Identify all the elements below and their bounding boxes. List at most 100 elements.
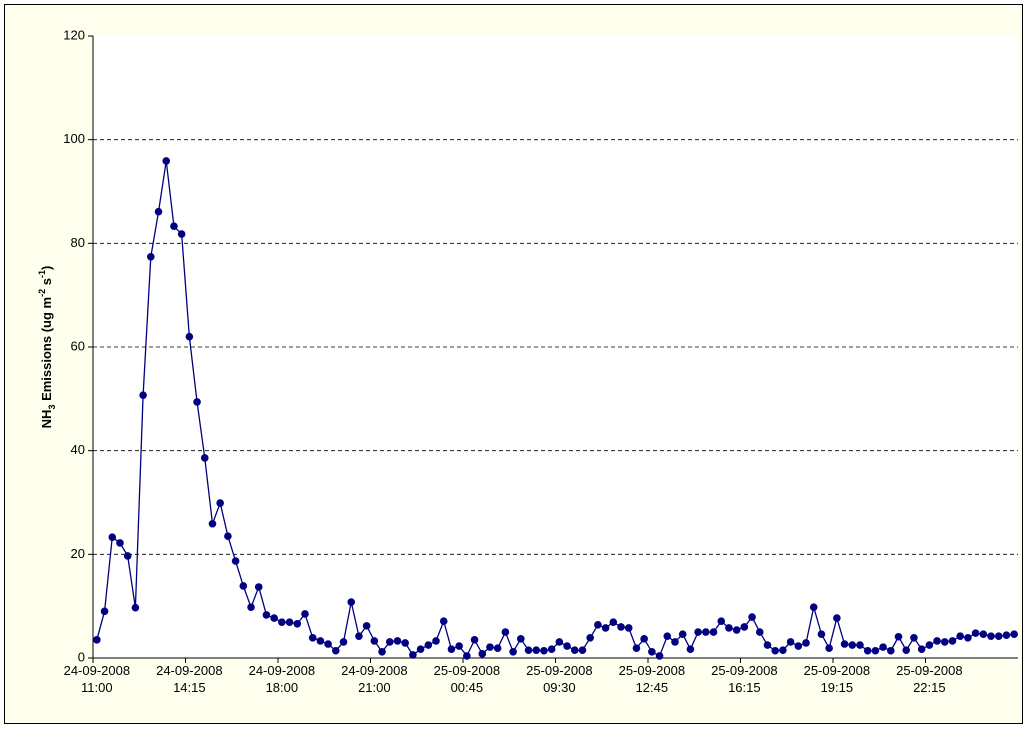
- data-point: [100, 607, 109, 616]
- data-point: [324, 640, 332, 648]
- data-point: [424, 641, 433, 649]
- data-point: [987, 632, 995, 641]
- data-point: [432, 637, 440, 645]
- data-point: [385, 638, 394, 646]
- data-point: [671, 638, 679, 646]
- data-point: [871, 646, 880, 655]
- data-point: [863, 646, 872, 655]
- x-tick-label: 25-09-2008 16:15: [711, 663, 778, 695]
- data-point: [732, 626, 741, 634]
- data-point: [200, 454, 209, 462]
- data-point: [185, 332, 194, 341]
- data-point: [447, 645, 456, 653]
- x-tick-label: 25-09-2008 22:15: [896, 663, 963, 695]
- data-point: [624, 624, 633, 632]
- data-point: [147, 253, 155, 261]
- data-point: [578, 646, 587, 655]
- data-point: [709, 628, 718, 636]
- data-point: [270, 614, 278, 622]
- data-point: [378, 647, 386, 656]
- data-point: [231, 557, 240, 565]
- data-point: [262, 611, 271, 619]
- data-point: [463, 652, 471, 660]
- data-point: [501, 628, 510, 636]
- data-point: [763, 641, 772, 649]
- data-point: [879, 643, 887, 651]
- data-point: [979, 630, 988, 638]
- data-point: [956, 632, 964, 641]
- data-point: [887, 646, 895, 655]
- data-point: [308, 633, 317, 642]
- data-point: [370, 637, 379, 645]
- data-point: [332, 646, 340, 655]
- data-point: [316, 637, 325, 645]
- data-point: [648, 647, 656, 656]
- data-point: [910, 633, 918, 642]
- data-point: [833, 614, 841, 622]
- y-axis-title-part: Emissions (ug m: [39, 297, 54, 405]
- data-point: [786, 638, 795, 646]
- x-tick-label: 24-09-2008 18:00: [248, 663, 316, 695]
- data-point: [470, 636, 479, 644]
- data-point: [108, 533, 117, 542]
- data-point: [655, 652, 664, 660]
- data-point: [609, 618, 618, 627]
- data-point: [802, 639, 810, 647]
- data-point: [478, 650, 487, 658]
- data-point: [532, 646, 541, 655]
- data-point: [848, 641, 857, 649]
- data-point: [1010, 630, 1018, 638]
- y-axis-title-part: s: [39, 278, 54, 289]
- data-point: [601, 624, 610, 632]
- data-point: [416, 645, 425, 653]
- data-point: [678, 630, 687, 638]
- data-point: [856, 641, 864, 649]
- data-point: [439, 617, 448, 625]
- data-point: [702, 628, 710, 636]
- data-point: [663, 632, 672, 641]
- data-point: [131, 603, 140, 612]
- data-point: [809, 603, 818, 612]
- data-point: [555, 638, 564, 646]
- data-point: [355, 632, 363, 641]
- data-point: [825, 644, 833, 652]
- data-point: [694, 628, 702, 636]
- data-point: [617, 623, 625, 631]
- data-point: [339, 638, 348, 646]
- data-point: [933, 637, 941, 645]
- data-point: [794, 642, 803, 650]
- data-point: [285, 618, 294, 627]
- data-point: [139, 391, 147, 400]
- data-point: [177, 230, 186, 238]
- x-tick-label: 25-09-2008 00:45: [433, 663, 501, 695]
- y-tick-label: 60: [71, 338, 85, 353]
- data-point: [740, 623, 749, 631]
- data-point: [393, 637, 402, 645]
- y-tick-label: 120: [63, 27, 85, 42]
- data-point: [594, 621, 602, 629]
- y-axis-title-part: 3: [47, 405, 57, 410]
- data-point: [547, 645, 556, 653]
- data-point: [278, 618, 286, 627]
- data-point: [840, 640, 849, 648]
- x-tick-label: 24-09-2008 21:00: [341, 663, 408, 695]
- data-point: [563, 642, 571, 650]
- data-point: [293, 619, 302, 628]
- data-point: [162, 157, 171, 165]
- data-point: [771, 646, 779, 655]
- data-point: [725, 624, 733, 632]
- y-axis-title-part: -1: [37, 270, 47, 278]
- data-point: [917, 645, 926, 653]
- data-point: [755, 628, 764, 636]
- y-axis-title-part: NH: [39, 410, 54, 429]
- y-tick-label: 40: [71, 442, 85, 457]
- data-point: [216, 499, 224, 507]
- data-point: [925, 641, 934, 649]
- y-tick-label: 0: [78, 649, 85, 664]
- y-axis-title-part: -2: [37, 289, 47, 297]
- data-point: [686, 645, 695, 653]
- data-point: [748, 613, 756, 621]
- data-point: [247, 603, 255, 612]
